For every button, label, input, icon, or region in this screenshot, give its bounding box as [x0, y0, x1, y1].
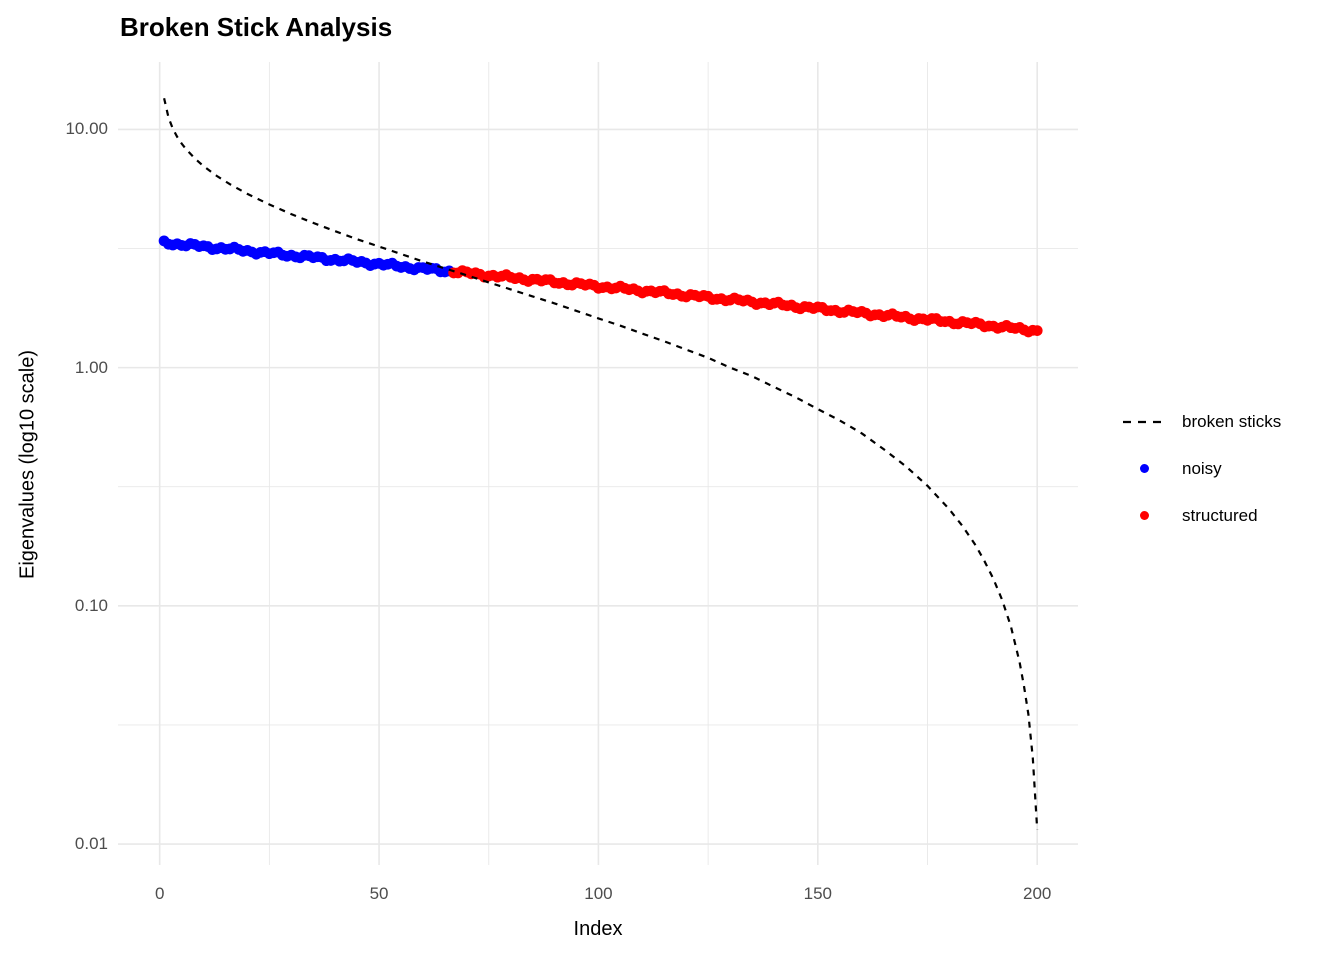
legend-label: structured [1182, 505, 1258, 525]
x-tick-label: 150 [803, 884, 832, 903]
x-tick-label: 0 [154, 884, 165, 903]
legend: broken sticks noisy structured [1122, 398, 1281, 539]
y-tick-label: 0.10 [74, 595, 108, 615]
x-tick-label: 100 [584, 884, 613, 903]
legend-label: broken sticks [1182, 411, 1282, 431]
legend-item-broken-sticks: broken sticks [1122, 398, 1281, 445]
y-tick-label: 0.01 [74, 834, 108, 854]
x-axis-title: Index [573, 918, 623, 940]
dashed-line-icon [1122, 410, 1166, 434]
legend-item-structured: structured [1122, 492, 1281, 539]
y-axis-title: Eigenvalues (log10 scale) [16, 349, 39, 580]
y-tick-label: 10.00 [65, 119, 108, 139]
legend-item-noisy: noisy [1122, 445, 1281, 492]
red-point-icon [1122, 504, 1166, 528]
y-tick-label: 1.00 [74, 357, 108, 377]
chart-title: Broken Stick Analysis [120, 12, 393, 42]
blue-dot [1139, 464, 1149, 473]
x-tick-label: 50 [369, 884, 389, 903]
red-dot [1139, 511, 1149, 520]
blue-point-icon [1122, 457, 1166, 481]
x-tick-label: 200 [1023, 884, 1052, 903]
legend-label: noisy [1182, 458, 1222, 478]
